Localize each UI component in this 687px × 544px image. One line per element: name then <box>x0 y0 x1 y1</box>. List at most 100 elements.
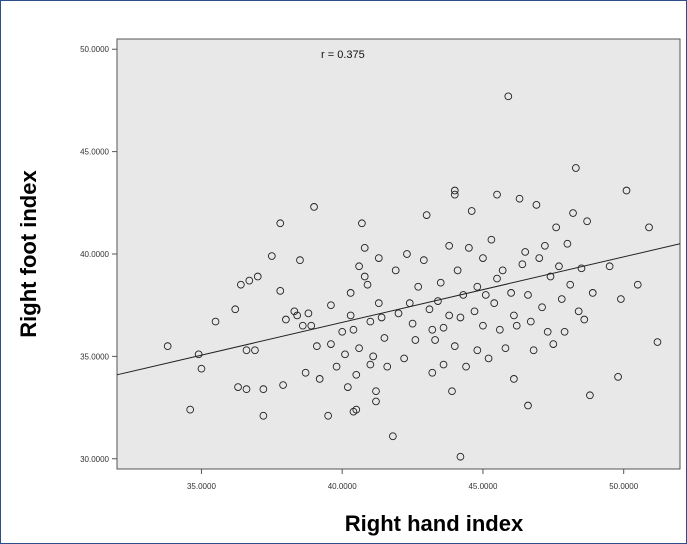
data-point <box>391 266 400 275</box>
data-point <box>484 354 493 363</box>
data-point <box>408 319 417 328</box>
data-point <box>242 385 251 393</box>
data-point <box>524 401 532 410</box>
data-point <box>501 344 510 353</box>
data-points <box>163 92 662 461</box>
data-point <box>622 186 631 195</box>
data-point <box>586 391 594 400</box>
x-tick-label: 35.0000 <box>187 482 216 491</box>
data-point <box>507 289 515 297</box>
data-point <box>524 291 532 299</box>
data-point <box>543 327 552 336</box>
data-point <box>467 207 476 215</box>
data-point <box>583 217 591 226</box>
data-point <box>301 368 310 377</box>
y-axis-title: Right foot index <box>16 170 41 338</box>
data-point <box>360 272 369 281</box>
data-point <box>535 254 544 262</box>
correlation-annotation: r = 0.375 <box>321 49 365 61</box>
data-point <box>355 344 363 353</box>
data-point <box>439 360 448 369</box>
data-point <box>495 325 504 334</box>
data-point <box>343 383 352 391</box>
data-point <box>453 266 462 275</box>
data-point <box>374 299 383 307</box>
data-point <box>450 186 459 195</box>
data-point <box>360 244 369 252</box>
data-point <box>338 327 347 336</box>
data-point <box>653 338 662 346</box>
data-point <box>450 190 459 199</box>
data-point <box>555 262 563 271</box>
data-point <box>521 248 530 256</box>
data-point <box>394 309 403 318</box>
data-point <box>456 313 465 322</box>
data-point <box>436 278 445 287</box>
y-tick-label: 35.0000 <box>80 352 109 361</box>
data-point <box>428 368 437 377</box>
data-point <box>498 266 507 275</box>
data-point <box>538 303 546 312</box>
data-point <box>298 321 307 330</box>
data-point <box>366 360 375 369</box>
x-axis-title: Right hand index <box>345 511 524 536</box>
plot-area <box>116 38 681 470</box>
data-point <box>369 352 378 361</box>
data-point <box>310 203 318 211</box>
data-point <box>481 291 490 299</box>
data-point <box>245 276 254 285</box>
data-point <box>403 250 411 258</box>
data-point <box>211 317 220 326</box>
data-point <box>313 342 321 350</box>
data-point <box>422 211 431 219</box>
data-point <box>237 280 245 289</box>
data-point <box>588 289 597 297</box>
data-point <box>515 194 524 203</box>
data-point <box>419 256 428 264</box>
data-point <box>194 350 203 359</box>
data-point <box>450 342 459 350</box>
data-point <box>186 405 195 414</box>
data-point <box>448 387 456 396</box>
data-point <box>563 239 572 248</box>
x-tick-label: 40.0000 <box>328 482 357 491</box>
data-point <box>276 219 285 228</box>
data-point <box>552 223 560 232</box>
data-point <box>307 321 316 330</box>
data-point <box>577 264 586 273</box>
data-point <box>566 280 575 289</box>
data-point <box>479 321 487 330</box>
data-point <box>411 336 420 344</box>
data-point <box>315 375 324 383</box>
data-point <box>557 295 566 303</box>
data-point <box>459 291 468 299</box>
data-point <box>352 370 361 379</box>
data-point <box>546 272 555 281</box>
data-point <box>346 311 355 320</box>
data-point <box>259 411 268 420</box>
data-point <box>633 280 642 289</box>
data-point <box>473 282 482 291</box>
data-point <box>259 385 268 393</box>
data-point <box>279 381 287 389</box>
data-point <box>428 325 437 334</box>
data-point <box>304 309 313 318</box>
data-point <box>431 336 439 344</box>
data-point <box>383 362 392 371</box>
data-point <box>473 346 482 355</box>
data-point <box>276 287 285 295</box>
data-point <box>346 289 355 297</box>
data-point <box>234 383 242 391</box>
data-point <box>352 405 361 414</box>
data-point <box>445 241 454 250</box>
data-point <box>400 354 408 363</box>
data-point <box>363 280 372 289</box>
data-point <box>541 241 549 250</box>
data-point <box>571 164 580 172</box>
data-point <box>510 311 518 320</box>
x-tick-label: 45.0000 <box>468 482 497 491</box>
data-point <box>231 305 240 314</box>
data-point <box>253 272 262 281</box>
